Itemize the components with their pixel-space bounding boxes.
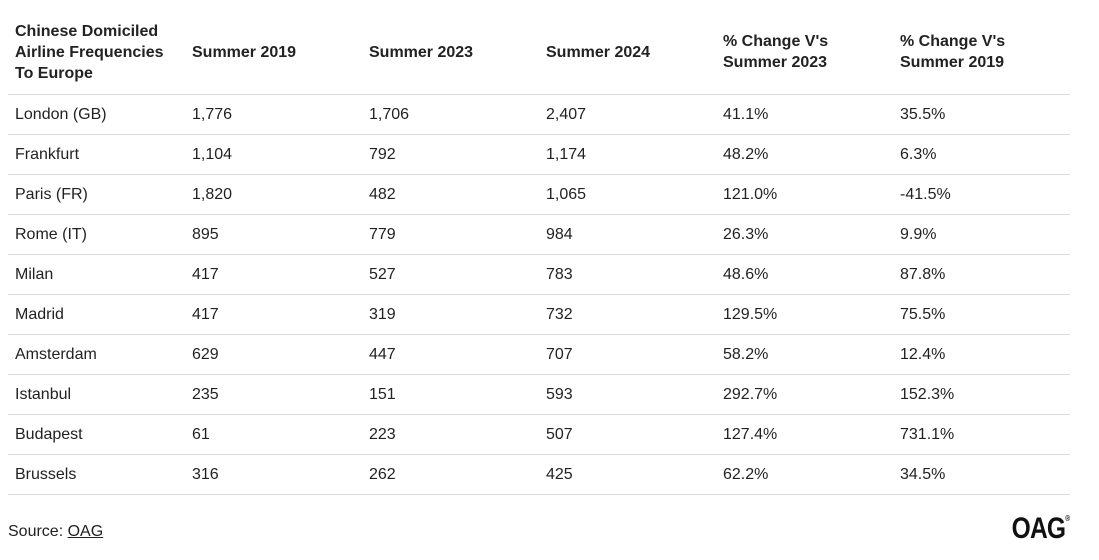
source-label: Source: (8, 523, 68, 540)
value-cell: 152.3% (893, 374, 1070, 415)
column-header: Chinese Domiciled Airline Frequencies To… (8, 10, 185, 95)
column-header: Summer 2023 (362, 10, 539, 95)
value-cell: 1,776 (185, 94, 362, 135)
city-cell: London (GB) (8, 94, 185, 135)
value-cell: 35.5% (893, 94, 1070, 135)
value-cell: 779 (362, 214, 539, 255)
value-cell: 319 (362, 294, 539, 335)
table-row: Paris (FR) 1,820 482 1,065 121.0% -41.5% (8, 174, 1070, 215)
value-cell: 41.1% (716, 94, 893, 135)
value-cell: 1,174 (539, 134, 716, 175)
value-cell: 62.2% (716, 454, 893, 495)
value-cell: 34.5% (893, 454, 1070, 495)
source-note: Source: OAG (8, 523, 103, 541)
value-cell: 48.6% (716, 254, 893, 295)
city-cell: Milan (8, 254, 185, 295)
city-cell: Paris (FR) (8, 174, 185, 215)
value-cell: 792 (362, 134, 539, 175)
value-cell: 507 (539, 414, 716, 455)
column-header: % Change V's Summer 2023 (716, 10, 893, 95)
header-row: Chinese Domiciled Airline Frequencies To… (8, 10, 1070, 95)
value-cell: 151 (362, 374, 539, 415)
value-cell: 1,706 (362, 94, 539, 135)
logo-text: OAG (1011, 512, 1065, 545)
city-cell: Brussels (8, 454, 185, 495)
city-cell: Budapest (8, 414, 185, 455)
table-row: Madrid 417 319 732 129.5% 75.5% (8, 294, 1070, 335)
value-cell: 316 (185, 454, 362, 495)
table-row: Milan 417 527 783 48.6% 87.8% (8, 254, 1070, 295)
value-cell: 129.5% (716, 294, 893, 335)
value-cell: 1,820 (185, 174, 362, 215)
value-cell: 26.3% (716, 214, 893, 255)
source-link[interactable]: OAG (67, 523, 104, 540)
value-cell: 527 (362, 254, 539, 295)
city-cell: Amsterdam (8, 334, 185, 375)
table-header: Chinese Domiciled Airline Frequencies To… (8, 10, 1070, 95)
value-cell: 262 (362, 454, 539, 495)
value-cell: 6.3% (893, 134, 1070, 175)
value-cell: 629 (185, 334, 362, 375)
value-cell: 984 (539, 214, 716, 255)
frequencies-table-container: Chinese Domiciled Airline Frequencies To… (8, 10, 1070, 495)
value-cell: 292.7% (716, 374, 893, 415)
logo-registered-mark: ® (1064, 514, 1070, 523)
table-row: Rome (IT) 895 779 984 26.3% 9.9% (8, 214, 1070, 255)
value-cell: 707 (539, 334, 716, 375)
value-cell: 732 (539, 294, 716, 335)
table-row: Istanbul 235 151 593 292.7% 152.3% (8, 374, 1070, 415)
value-cell: 121.0% (716, 174, 893, 215)
value-cell: 2,407 (539, 94, 716, 135)
oag-logo: OAG® (1011, 512, 1069, 546)
value-cell: 1,104 (185, 134, 362, 175)
value-cell: 482 (362, 174, 539, 215)
column-header: % Change V's Summer 2019 (893, 10, 1070, 95)
value-cell: 9.9% (893, 214, 1070, 255)
table-row: Budapest 61 223 507 127.4% 731.1% (8, 414, 1070, 455)
value-cell: 731.1% (893, 414, 1070, 455)
value-cell: 1,065 (539, 174, 716, 215)
city-cell: Frankfurt (8, 134, 185, 175)
table-body: London (GB) 1,776 1,706 2,407 41.1% 35.5% Fran… (8, 94, 1070, 495)
value-cell: 895 (185, 214, 362, 255)
table-row: Frankfurt 1,104 792 1,174 48.2% 6.3% (8, 134, 1070, 175)
value-cell: 48.2% (716, 134, 893, 175)
city-cell: Madrid (8, 294, 185, 335)
column-header: Summer 2024 (539, 10, 716, 95)
table-row: London (GB) 1,776 1,706 2,407 41.1% 35.5% (8, 94, 1070, 135)
value-cell: 593 (539, 374, 716, 415)
value-cell: 12.4% (893, 334, 1070, 375)
city-cell: Istanbul (8, 374, 185, 415)
table-row: Brussels 316 262 425 62.2% 34.5% (8, 454, 1070, 495)
frequencies-table: Chinese Domiciled Airline Frequencies To… (8, 10, 1070, 495)
city-cell: Rome (IT) (8, 214, 185, 255)
value-cell: 417 (185, 254, 362, 295)
value-cell: 783 (539, 254, 716, 295)
value-cell: 87.8% (893, 254, 1070, 295)
value-cell: 235 (185, 374, 362, 415)
table-row: Amsterdam 629 447 707 58.2% 12.4% (8, 334, 1070, 375)
value-cell: -41.5% (893, 174, 1070, 215)
value-cell: 61 (185, 414, 362, 455)
value-cell: 425 (539, 454, 716, 495)
value-cell: 58.2% (716, 334, 893, 375)
column-header: Summer 2019 (185, 10, 362, 95)
value-cell: 223 (362, 414, 539, 455)
value-cell: 447 (362, 334, 539, 375)
value-cell: 417 (185, 294, 362, 335)
value-cell: 127.4% (716, 414, 893, 455)
value-cell: 75.5% (893, 294, 1070, 335)
